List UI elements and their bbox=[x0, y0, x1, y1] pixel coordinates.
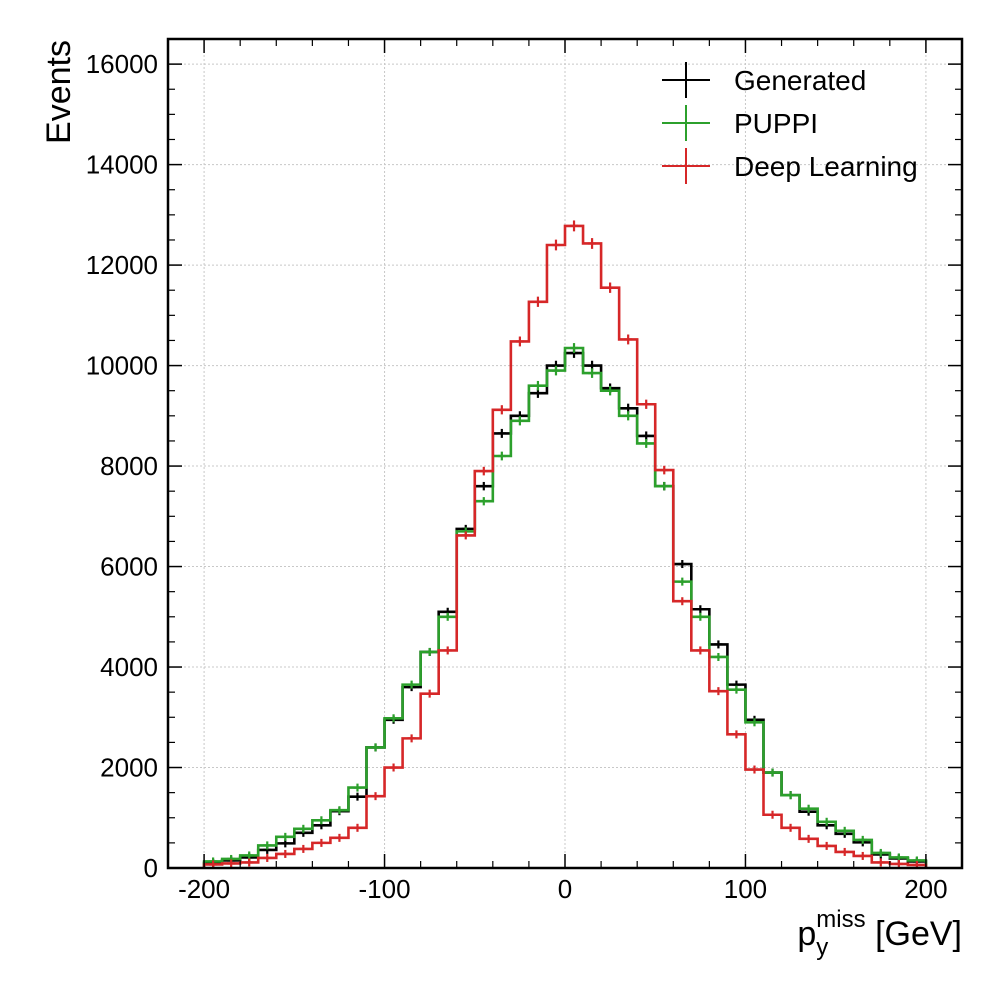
series-deep-learning bbox=[202, 220, 928, 869]
label-layer: -200 -100 0 100 2000200040006000800010000120… bbox=[86, 49, 948, 904]
legend: Generated PUPPI Deep Learning bbox=[662, 62, 918, 184]
y-tick-label: 8000 bbox=[100, 451, 158, 481]
y-tick-label: 10000 bbox=[86, 351, 158, 381]
legend-label: Deep Learning bbox=[734, 151, 918, 182]
x-axis-title-subscript: y bbox=[816, 934, 828, 961]
x-tick-label: -100 bbox=[359, 874, 411, 904]
x-tick-label: -200 bbox=[178, 874, 230, 904]
y-tick-label: 2000 bbox=[100, 753, 158, 783]
x-tick-label: 100 bbox=[724, 874, 767, 904]
x-axis-title-base: p bbox=[797, 915, 816, 953]
y-tick-label: 0 bbox=[144, 853, 158, 883]
x-axis-title-superscript: miss bbox=[816, 906, 865, 933]
x-tick-label: 200 bbox=[904, 874, 947, 904]
y-tick-label: 16000 bbox=[86, 49, 158, 79]
tick-layer bbox=[167, 39, 963, 869]
legend-entry: PUPPI bbox=[662, 105, 818, 141]
y-axis-title: Events bbox=[40, 40, 78, 144]
x-axis-title: pymiss [GeV] bbox=[797, 906, 962, 961]
series-layer bbox=[202, 220, 928, 869]
legend-label: Generated bbox=[734, 65, 866, 96]
step-line bbox=[202, 351, 928, 868]
legend-entry: Deep Learning bbox=[662, 148, 918, 184]
legend-label: PUPPI bbox=[734, 108, 818, 139]
x-tick-label: 0 bbox=[558, 874, 572, 904]
y-tick-label: 4000 bbox=[100, 652, 158, 682]
y-tick-label: 6000 bbox=[100, 552, 158, 582]
y-tick-label: 12000 bbox=[86, 250, 158, 280]
x-axis-title-suffix: [GeV] bbox=[866, 915, 962, 953]
legend-entry: Generated bbox=[662, 62, 866, 98]
y-tick-label: 14000 bbox=[86, 150, 158, 180]
series-puppi bbox=[202, 343, 928, 868]
